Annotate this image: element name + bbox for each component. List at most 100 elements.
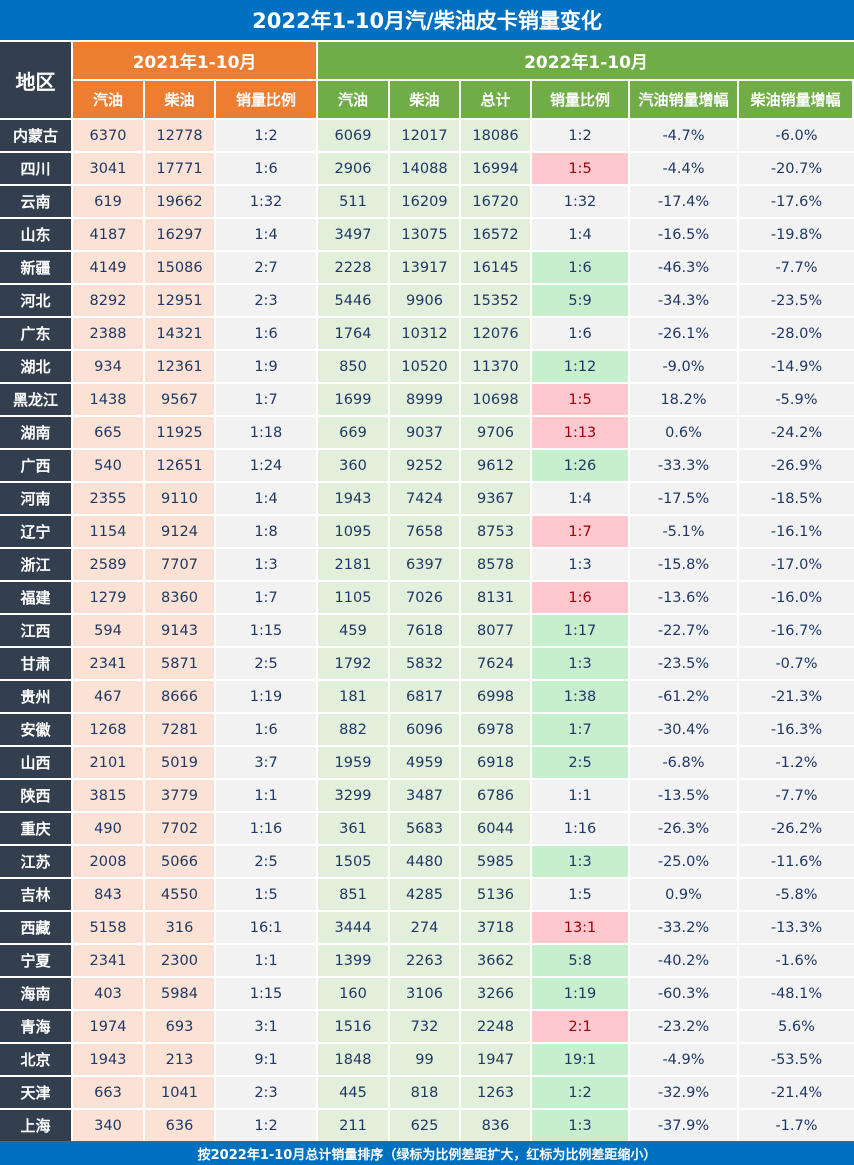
ratio-2022-cell: 1:16 <box>532 813 628 844</box>
ratio-2022-cell: 1:2 <box>532 1077 628 1108</box>
ratio-2021-cell: 1:16 <box>216 813 316 844</box>
table-cell: 3041 <box>73 153 143 184</box>
table-cell: 3444 <box>318 912 388 943</box>
table-cell: 3487 <box>390 780 459 811</box>
table-cell: 9110 <box>145 483 214 514</box>
ratio-2021-cell: 2:3 <box>216 1077 316 1108</box>
table-cell: 5832 <box>390 648 459 679</box>
table-cell: 15086 <box>145 252 214 283</box>
table-row-region: 浙江 <box>0 549 71 580</box>
table-cell: -19.8% <box>739 219 854 250</box>
table-cell: 7281 <box>145 714 214 745</box>
table-cell: -17.5% <box>630 483 737 514</box>
table-cell: 4285 <box>390 879 459 910</box>
table-cell: 1438 <box>73 384 143 415</box>
table-cell: -33.3% <box>630 450 737 481</box>
table-cell: 693 <box>145 1011 214 1042</box>
table-cell: 9906 <box>390 285 459 316</box>
table-title: 2022年1-10月汽/柴油皮卡销量变化 <box>0 0 854 40</box>
table-cell: -17.4% <box>630 186 737 217</box>
table-cell: -46.3% <box>630 252 737 283</box>
table-row-region: 宁夏 <box>0 945 71 976</box>
table-cell: -48.1% <box>739 978 854 1009</box>
ratio-2021-cell: 2:3 <box>216 285 316 316</box>
table-cell: 13917 <box>390 252 459 283</box>
table-cell: 13075 <box>390 219 459 250</box>
table-row-region: 山西 <box>0 747 71 778</box>
table-cell: 12017 <box>390 120 459 151</box>
table-row-region: 黑龙江 <box>0 384 71 415</box>
table-cell: -9.0% <box>630 351 737 382</box>
table-cell: 818 <box>390 1077 459 1108</box>
ratio-2021-cell: 1:1 <box>216 780 316 811</box>
table-cell: -24.2% <box>739 417 854 448</box>
table-cell: 360 <box>318 450 388 481</box>
table-cell: 540 <box>73 450 143 481</box>
table-cell: -13.6% <box>630 582 737 613</box>
table-cell: 3815 <box>73 780 143 811</box>
table-cell: 181 <box>318 681 388 712</box>
table-cell: -5.9% <box>739 384 854 415</box>
table-row-region: 福建 <box>0 582 71 613</box>
table-row-region: 云南 <box>0 186 71 217</box>
table-cell: 340 <box>73 1110 143 1141</box>
table-cell: 99 <box>390 1044 459 1075</box>
ratio-2022-cell: 1:7 <box>532 516 628 547</box>
ratio-2021-cell: 1:5 <box>216 879 316 910</box>
table-cell: 5683 <box>390 813 459 844</box>
table-cell: -17.0% <box>739 549 854 580</box>
ratio-2022-cell: 1:32 <box>532 186 628 217</box>
table-cell: -26.1% <box>630 318 737 349</box>
table-row-region: 青海 <box>0 1011 71 1042</box>
table-row-region: 上海 <box>0 1110 71 1141</box>
table-cell: 5.6% <box>739 1011 854 1042</box>
ratio-2021-cell: 1:4 <box>216 483 316 514</box>
table-cell: 5871 <box>145 648 214 679</box>
ratio-2021-cell: 1:2 <box>216 1110 316 1141</box>
table-row-region: 湖北 <box>0 351 71 382</box>
ratio-2022-cell: 1:6 <box>532 252 628 283</box>
ratio-2021-cell: 1:7 <box>216 384 316 415</box>
ratio-2021-cell: 9:1 <box>216 1044 316 1075</box>
table-row-region: 甘肃 <box>0 648 71 679</box>
table-cell: -21.4% <box>739 1077 854 1108</box>
ratio-2022-cell: 2:1 <box>532 1011 628 1042</box>
table-cell: 1505 <box>318 846 388 877</box>
table-cell: 16209 <box>390 186 459 217</box>
table-cell: 594 <box>73 615 143 646</box>
table-row-region: 新疆 <box>0 252 71 283</box>
table-cell: 16572 <box>461 219 530 250</box>
table-cell: 3266 <box>461 978 530 1009</box>
column-header: 汽油销量增幅 <box>630 81 737 118</box>
table-cell: -23.5% <box>739 285 854 316</box>
table-cell: 5984 <box>145 978 214 1009</box>
table-cell: -28.0% <box>739 318 854 349</box>
table-cell: 851 <box>318 879 388 910</box>
column-header: 汽油 <box>73 81 143 118</box>
table-cell: 934 <box>73 351 143 382</box>
ratio-2022-cell: 1:3 <box>532 648 628 679</box>
table-row-region: 重庆 <box>0 813 71 844</box>
table-cell: 1399 <box>318 945 388 976</box>
table-cell: 2589 <box>73 549 143 580</box>
ratio-2021-cell: 1:19 <box>216 681 316 712</box>
table-cell: -13.5% <box>630 780 737 811</box>
ratio-2022-cell: 1:12 <box>532 351 628 382</box>
ratio-2021-cell: 1:6 <box>216 714 316 745</box>
ratio-2022-cell: 5:9 <box>532 285 628 316</box>
table-cell: 665 <box>73 417 143 448</box>
ratio-2022-cell: 1:6 <box>532 318 628 349</box>
table-cell: 2300 <box>145 945 214 976</box>
table-cell: 8666 <box>145 681 214 712</box>
table-cell: 4480 <box>390 846 459 877</box>
table-cell: -20.7% <box>739 153 854 184</box>
table-cell: 2101 <box>73 747 143 778</box>
table-cell: 3662 <box>461 945 530 976</box>
table-cell: -32.9% <box>630 1077 737 1108</box>
ratio-2022-cell: 19:1 <box>532 1044 628 1075</box>
table-cell: -23.5% <box>630 648 737 679</box>
table-cell: -11.6% <box>739 846 854 877</box>
table-row-region: 湖南 <box>0 417 71 448</box>
ratio-2021-cell: 2:5 <box>216 648 316 679</box>
table-cell: 1699 <box>318 384 388 415</box>
